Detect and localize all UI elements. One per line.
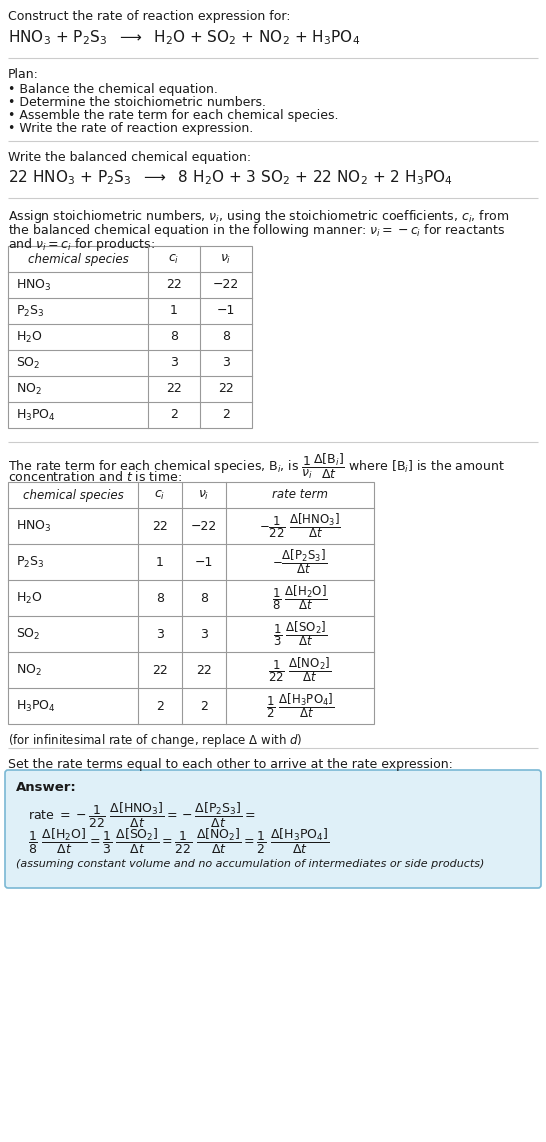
Text: Plan:: Plan: xyxy=(8,69,39,81)
Text: • Determine the stoichiometric numbers.: • Determine the stoichiometric numbers. xyxy=(8,96,266,108)
Text: 3: 3 xyxy=(200,627,208,641)
Text: −1: −1 xyxy=(217,305,235,317)
Text: $\dfrac{1}{2}\ \dfrac{\Delta[\mathregular{H_3PO_4}]}{\Delta t}$: $\dfrac{1}{2}\ \dfrac{\Delta[\mathregula… xyxy=(266,692,334,721)
Text: −1: −1 xyxy=(195,555,213,569)
Text: 22: 22 xyxy=(218,383,234,395)
Text: $\dfrac{1}{8}\ \dfrac{\Delta[\mathregular{H_2O}]}{\Delta t}$: $\dfrac{1}{8}\ \dfrac{\Delta[\mathregula… xyxy=(272,584,328,612)
Text: concentration and $t$ is time:: concentration and $t$ is time: xyxy=(8,471,182,484)
Text: $\mathregular{SO_2}$: $\mathregular{SO_2}$ xyxy=(16,355,40,370)
Text: $22\ \mathregular{HNO_3}$ $+$ $\mathregular{P_2S_3}$  $\longrightarrow$  $8\ \ma: $22\ \mathregular{HNO_3}$ $+$ $\mathregu… xyxy=(8,168,453,186)
Text: 3: 3 xyxy=(156,627,164,641)
Text: $\mathregular{P_2S_3}$: $\mathregular{P_2S_3}$ xyxy=(16,555,45,570)
Text: 8: 8 xyxy=(200,592,208,604)
Text: 22: 22 xyxy=(196,664,212,676)
Text: 22: 22 xyxy=(166,383,182,395)
Text: $\mathregular{H_3PO_4}$: $\mathregular{H_3PO_4}$ xyxy=(16,408,56,423)
Text: chemical species: chemical species xyxy=(28,252,128,265)
Text: $\dfrac{1}{8}\ \dfrac{\Delta[\mathregular{H_2O}]}{\Delta t}= \dfrac{1}{3}\ \dfra: $\dfrac{1}{8}\ \dfrac{\Delta[\mathregula… xyxy=(28,827,329,856)
Text: $\mathregular{HNO_3}$: $\mathregular{HNO_3}$ xyxy=(16,278,51,292)
Text: $\mathregular{SO_2}$: $\mathregular{SO_2}$ xyxy=(16,627,40,642)
Text: $\mathregular{H_2O}$: $\mathregular{H_2O}$ xyxy=(16,590,43,605)
Text: $-\dfrac{\Delta[\mathregular{P_2S_3}]}{\Delta t}$: $-\dfrac{\Delta[\mathregular{P_2S_3}]}{\… xyxy=(272,548,328,577)
Text: 2: 2 xyxy=(156,700,164,713)
Text: and $\nu_i = c_i$ for products:: and $\nu_i = c_i$ for products: xyxy=(8,236,155,254)
Text: $\nu_i$: $\nu_i$ xyxy=(198,489,210,501)
Bar xyxy=(8,482,374,724)
Text: • Balance the chemical equation.: • Balance the chemical equation. xyxy=(8,83,218,96)
Text: $\mathregular{HNO_3}$: $\mathregular{HNO_3}$ xyxy=(16,518,51,533)
Text: rate term: rate term xyxy=(272,489,328,501)
Text: • Assemble the rate term for each chemical species.: • Assemble the rate term for each chemic… xyxy=(8,108,339,122)
Text: 8: 8 xyxy=(156,592,164,604)
Text: $c_i$: $c_i$ xyxy=(168,252,180,266)
Text: −22: −22 xyxy=(213,279,239,291)
Text: $\mathregular{NO_2}$: $\mathregular{NO_2}$ xyxy=(16,662,42,677)
Text: • Write the rate of reaction expression.: • Write the rate of reaction expression. xyxy=(8,122,253,135)
Text: 8: 8 xyxy=(170,330,178,344)
Text: $\nu_i$: $\nu_i$ xyxy=(221,252,232,266)
Text: rate $= -\dfrac{1}{22}\ \dfrac{\Delta[\mathregular{HNO_3}]}{\Delta t}= -\dfrac{\: rate $= -\dfrac{1}{22}\ \dfrac{\Delta[\m… xyxy=(28,801,256,830)
Text: Answer:: Answer: xyxy=(16,781,77,794)
Text: 1: 1 xyxy=(170,305,178,317)
Text: $\dfrac{1}{3}\ \dfrac{\Delta[\mathregular{SO_2}]}{\Delta t}$: $\dfrac{1}{3}\ \dfrac{\Delta[\mathregula… xyxy=(273,620,327,649)
Text: Construct the rate of reaction expression for:: Construct the rate of reaction expressio… xyxy=(8,10,290,23)
Text: 1: 1 xyxy=(156,555,164,569)
Text: 22: 22 xyxy=(166,279,182,291)
Text: 3: 3 xyxy=(170,356,178,370)
Text: 8: 8 xyxy=(222,330,230,344)
Text: the balanced chemical equation in the following manner: $\nu_i = -c_i$ for react: the balanced chemical equation in the fo… xyxy=(8,222,506,239)
Text: $\mathregular{P_2S_3}$: $\mathregular{P_2S_3}$ xyxy=(16,304,45,319)
Text: −22: −22 xyxy=(191,520,217,532)
FancyBboxPatch shape xyxy=(5,770,541,888)
Text: 2: 2 xyxy=(170,409,178,421)
Text: Assign stoichiometric numbers, $\nu_i$, using the stoichiometric coefficients, $: Assign stoichiometric numbers, $\nu_i$, … xyxy=(8,208,509,225)
Text: chemical species: chemical species xyxy=(22,489,123,501)
Text: $\mathregular{HNO_3}$ $+$ $\mathregular{P_2S_3}$  $\longrightarrow$  $\mathregul: $\mathregular{HNO_3}$ $+$ $\mathregular{… xyxy=(8,29,360,47)
Bar xyxy=(8,246,252,428)
Text: $c_i$: $c_i$ xyxy=(155,489,165,501)
Text: 3: 3 xyxy=(222,356,230,370)
Text: 2: 2 xyxy=(222,409,230,421)
Text: Set the rate terms equal to each other to arrive at the rate expression:: Set the rate terms equal to each other t… xyxy=(8,758,453,771)
Text: $\mathregular{H_3PO_4}$: $\mathregular{H_3PO_4}$ xyxy=(16,699,56,714)
Text: (for infinitesimal rate of change, replace $\Delta$ with $d$): (for infinitesimal rate of change, repla… xyxy=(8,732,302,749)
Text: 22: 22 xyxy=(152,520,168,532)
Text: (assuming constant volume and no accumulation of intermediates or side products): (assuming constant volume and no accumul… xyxy=(16,859,484,869)
Text: $-\dfrac{1}{22}\ \dfrac{\Delta[\mathregular{HNO_3}]}{\Delta t}$: $-\dfrac{1}{22}\ \dfrac{\Delta[\mathregu… xyxy=(259,512,341,540)
Text: $\mathregular{NO_2}$: $\mathregular{NO_2}$ xyxy=(16,381,42,396)
Text: Write the balanced chemical equation:: Write the balanced chemical equation: xyxy=(8,151,251,164)
Text: The rate term for each chemical species, $\mathrm{B}_i$, is $\dfrac{1}{\nu_i}\df: The rate term for each chemical species,… xyxy=(8,452,505,481)
Text: 2: 2 xyxy=(200,700,208,713)
Text: $\mathregular{H_2O}$: $\mathregular{H_2O}$ xyxy=(16,329,43,345)
Text: $\dfrac{1}{22}\ \dfrac{\Delta[\mathregular{NO_2}]}{\Delta t}$: $\dfrac{1}{22}\ \dfrac{\Delta[\mathregul… xyxy=(269,656,331,684)
Text: 22: 22 xyxy=(152,664,168,676)
